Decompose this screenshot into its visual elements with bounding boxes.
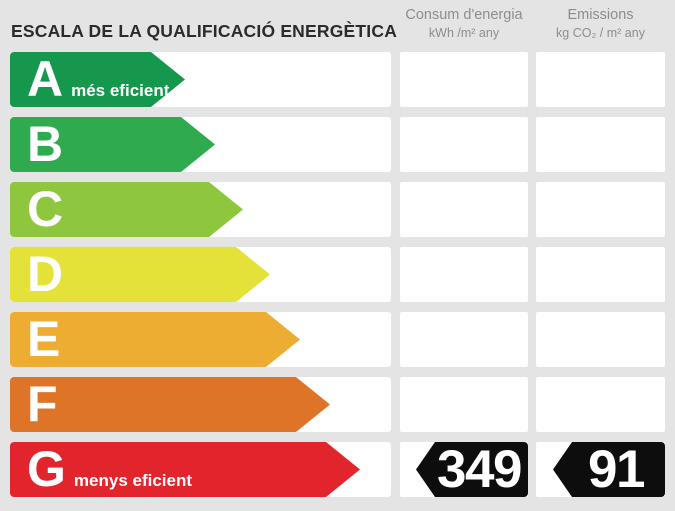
emissions-cell bbox=[536, 312, 665, 367]
rating-bar-track: A més eficient bbox=[10, 52, 391, 107]
grade-label-group: B bbox=[27, 124, 71, 165]
emissions-column-name: Emissions bbox=[567, 7, 634, 23]
rating-bar-track: C bbox=[10, 182, 391, 237]
rating-bar-track: D bbox=[10, 247, 391, 302]
grade-label-group: A més eficient bbox=[27, 59, 169, 101]
rating-row: G menys eficient 349 91 bbox=[10, 442, 665, 497]
consum-value: 349 bbox=[437, 440, 522, 499]
consum-value-badge: 349 bbox=[416, 442, 528, 497]
rating-row: B bbox=[10, 117, 665, 172]
rating-bar-arrow: B bbox=[10, 117, 215, 172]
emissions-cell bbox=[536, 52, 665, 107]
consum-cell: 349 bbox=[400, 442, 528, 497]
column-header-emissions: Emissions kg CO₂ / m² any bbox=[536, 6, 665, 42]
rating-bar-arrow: A més eficient bbox=[10, 52, 185, 107]
grade-letter: C bbox=[27, 181, 64, 237]
rating-row: E bbox=[10, 312, 665, 367]
grade-label-group: C bbox=[27, 189, 71, 230]
emissions-cell bbox=[536, 117, 665, 172]
consum-column-name: Consum d'energia bbox=[405, 7, 523, 23]
header: ESCALA DE LA QUALIFICACIÓ ENERGÈTICA Con… bbox=[10, 0, 665, 52]
rating-bar-arrow: G menys eficient bbox=[10, 442, 360, 497]
consum-cell bbox=[400, 377, 528, 432]
grade-letter: G bbox=[27, 440, 66, 497]
rating-bar-track: E bbox=[10, 312, 391, 367]
rating-row: F bbox=[10, 377, 665, 432]
grade-letter: B bbox=[27, 116, 64, 172]
emissions-cell bbox=[536, 182, 665, 237]
consum-cell bbox=[400, 312, 528, 367]
column-header-consum: Consum d'energia kWh /m² any bbox=[400, 6, 528, 42]
grade-note: més eficient bbox=[71, 80, 170, 100]
emissions-cell bbox=[536, 247, 665, 302]
rating-row: C bbox=[10, 182, 665, 237]
grade-note: menys eficient bbox=[73, 470, 193, 490]
rating-rows: A més eficient B bbox=[10, 52, 665, 507]
emissions-cell bbox=[536, 377, 665, 432]
rating-bar-arrow: C bbox=[10, 182, 243, 237]
grade-letter: F bbox=[27, 376, 58, 432]
grade-letter: D bbox=[27, 246, 64, 302]
consum-cell bbox=[400, 117, 528, 172]
consum-cell bbox=[400, 52, 528, 107]
grade-letter: E bbox=[27, 311, 61, 367]
rating-bar-arrow: D bbox=[10, 247, 270, 302]
consum-cell bbox=[400, 247, 528, 302]
emissions-cell: 91 bbox=[536, 442, 665, 497]
consum-column-unit: kWh /m² any bbox=[428, 26, 500, 40]
rating-bar-arrow: F bbox=[10, 377, 330, 432]
rating-bar-track: G menys eficient bbox=[10, 442, 391, 497]
grade-label-group: F bbox=[27, 384, 66, 425]
emissions-value: 91 bbox=[588, 440, 645, 499]
grade-label-group: G menys eficient bbox=[27, 449, 192, 491]
rating-row: A més eficient bbox=[10, 52, 665, 107]
grade-label-group: D bbox=[27, 254, 71, 295]
grade-letter: A bbox=[27, 50, 64, 107]
grade-label-group: E bbox=[27, 319, 68, 360]
emissions-column-unit: kg CO₂ / m² any bbox=[556, 26, 645, 40]
rating-bar-track: B bbox=[10, 117, 391, 172]
rating-row: D bbox=[10, 247, 665, 302]
consum-cell bbox=[400, 182, 528, 237]
rating-bar-arrow: E bbox=[10, 312, 300, 367]
emissions-value-badge: 91 bbox=[553, 442, 665, 497]
rating-bar-track: F bbox=[10, 377, 391, 432]
page-title: ESCALA DE LA QUALIFICACIÓ ENERGÈTICA bbox=[11, 21, 398, 41]
